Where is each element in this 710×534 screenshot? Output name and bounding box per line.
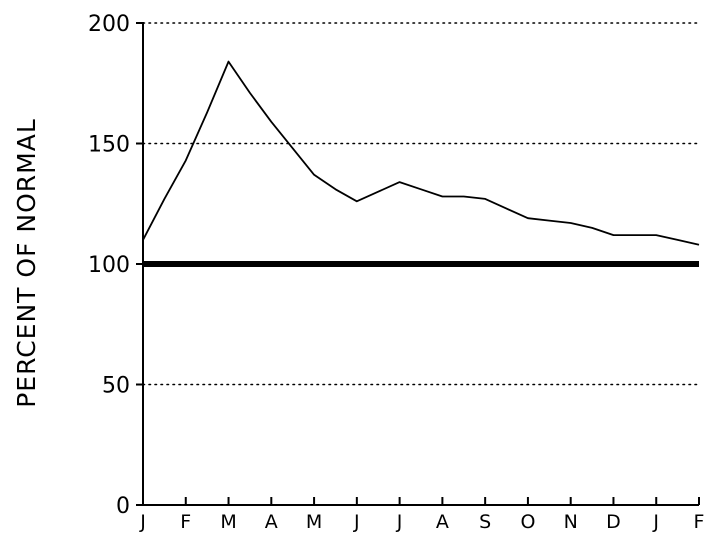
- y-axis-ticks: 0 50 100 150 200: [88, 12, 143, 519]
- x-tick-label: J: [353, 511, 360, 533]
- x-tick-label: F: [180, 511, 191, 533]
- x-tick-label: D: [606, 511, 621, 533]
- y-tick-label: 200: [88, 12, 130, 37]
- series-line: [142, 60, 700, 246]
- x-tick-label: J: [396, 511, 403, 533]
- y-tick-label: 0: [116, 494, 130, 519]
- x-tick-label: A: [436, 511, 449, 533]
- x-tick-label: S: [479, 511, 491, 533]
- x-tick-label: M: [220, 511, 236, 533]
- x-tick-label: F: [694, 511, 705, 533]
- y-axis-title: PERCENT OF NORMAL: [12, 118, 41, 408]
- x-tick-label: N: [564, 511, 578, 533]
- y-tick-label: 150: [88, 133, 130, 158]
- series-layer: [142, 60, 700, 246]
- x-tick-label: J: [139, 511, 146, 533]
- x-tick-label: J: [652, 511, 659, 533]
- x-tick-label: A: [265, 511, 278, 533]
- y-tick-label: 50: [102, 374, 130, 399]
- x-tick-label: M: [306, 511, 322, 533]
- grid-lines: [142, 22, 700, 386]
- y-tick-label: 100: [88, 253, 130, 278]
- x-tick-label: O: [520, 511, 535, 533]
